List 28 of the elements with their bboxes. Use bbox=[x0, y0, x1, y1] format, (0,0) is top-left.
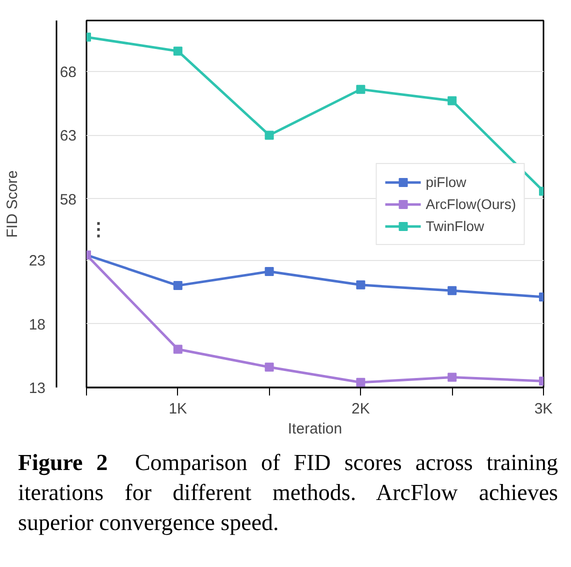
point bbox=[356, 84, 366, 94]
point bbox=[356, 280, 366, 290]
legend-label: TwinFlow bbox=[426, 218, 484, 234]
point bbox=[448, 96, 457, 106]
point bbox=[173, 46, 182, 56]
y-tick-label: 18 bbox=[28, 316, 46, 334]
point bbox=[264, 130, 274, 140]
y2-tick-label: 58 bbox=[60, 191, 77, 208]
annotation: ⋮ bbox=[90, 219, 108, 240]
x-tick-label: 3K bbox=[534, 400, 553, 418]
point bbox=[448, 372, 457, 382]
legend-label: piFlow bbox=[426, 174, 466, 190]
y2-tick-label: 68 bbox=[60, 64, 77, 81]
point bbox=[448, 286, 457, 296]
point bbox=[356, 378, 366, 387]
y-axis-title: FID Score bbox=[4, 170, 21, 238]
y2-tick-label: 63 bbox=[60, 128, 77, 145]
y-tick-label: 23 bbox=[28, 252, 46, 270]
point bbox=[173, 344, 182, 354]
x-tick-label: 2K bbox=[352, 400, 370, 418]
point bbox=[173, 281, 182, 290]
point bbox=[264, 267, 274, 276]
y-tick-label: 13 bbox=[28, 380, 46, 397]
x-axis-title: Iteration bbox=[288, 420, 342, 438]
x-tick-label: 1K bbox=[168, 400, 188, 418]
caption: Figure 2 bbox=[18, 450, 108, 475]
legend-label: ArcFlow(Ours) bbox=[426, 196, 516, 212]
point bbox=[264, 362, 274, 372]
